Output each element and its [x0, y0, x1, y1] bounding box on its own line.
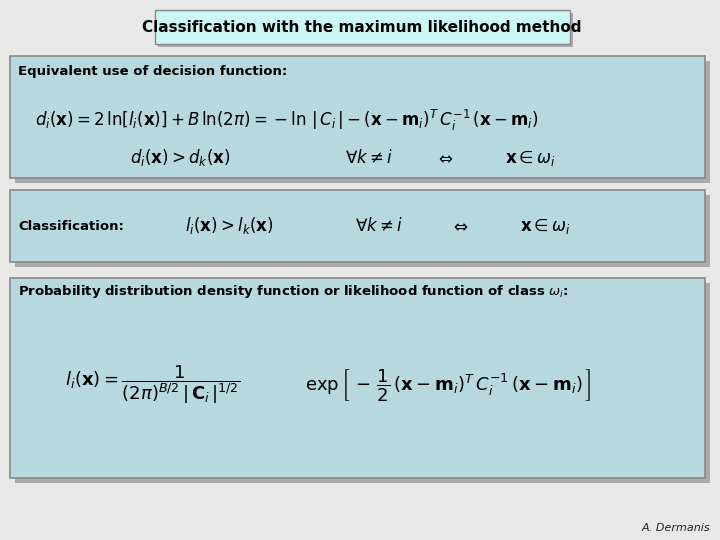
Text: $l_i(\mathbf{x}) > l_k(\mathbf{x})$: $l_i(\mathbf{x}) > l_k(\mathbf{x})$ [185, 215, 274, 237]
Text: Classification:: Classification: [18, 219, 124, 233]
FancyBboxPatch shape [158, 13, 573, 47]
Text: Classification with the maximum likelihood method: Classification with the maximum likeliho… [143, 19, 582, 35]
Text: A. Dermanis: A. Dermanis [642, 523, 710, 533]
Text: $d_i(\mathbf{x}) > d_k(\mathbf{x})$: $d_i(\mathbf{x}) > d_k(\mathbf{x})$ [130, 147, 230, 168]
FancyBboxPatch shape [15, 195, 710, 267]
FancyBboxPatch shape [15, 61, 710, 183]
FancyBboxPatch shape [15, 283, 710, 483]
FancyBboxPatch shape [10, 190, 705, 262]
Text: $l_i(\mathbf{x}) = \dfrac{1}{(2\pi)^{B/2}\,|\,\mathbf{C}_i\,|^{1/2}}$: $l_i(\mathbf{x}) = \dfrac{1}{(2\pi)^{B/2… [65, 363, 240, 407]
Text: Equivalent use of decision function:: Equivalent use of decision function: [18, 65, 287, 78]
Text: $\forall k \neq i$: $\forall k \neq i$ [355, 217, 403, 235]
Text: Probability distribution density function or likelihood function of class $\omeg: Probability distribution density functio… [18, 284, 569, 300]
Text: $\mathbf{x} \in \omega_i$: $\mathbf{x} \in \omega_i$ [505, 148, 556, 167]
Text: $\mathbf{x} \in \omega_i$: $\mathbf{x} \in \omega_i$ [520, 217, 571, 235]
Text: $\Leftrightarrow$: $\Leftrightarrow$ [435, 149, 454, 167]
FancyBboxPatch shape [155, 10, 570, 44]
Text: $d_i(\mathbf{x}) = 2\,\ln[l_i(\mathbf{x})] + B\,\ln(2\pi) = -\ln\,|\,C_i\,| - (\: $d_i(\mathbf{x}) = 2\,\ln[l_i(\mathbf{x}… [35, 107, 539, 132]
Text: $\Leftrightarrow$: $\Leftrightarrow$ [450, 217, 469, 235]
Text: $\exp\left[\,-\,\dfrac{1}{2}\,(\mathbf{x}-\mathbf{m}_i)^T\,C_i^{-1}\,(\mathbf{x}: $\exp\left[\,-\,\dfrac{1}{2}\,(\mathbf{x… [305, 367, 592, 403]
FancyBboxPatch shape [10, 56, 705, 178]
FancyBboxPatch shape [10, 278, 705, 478]
Text: $\forall k \neq i$: $\forall k \neq i$ [345, 149, 393, 167]
